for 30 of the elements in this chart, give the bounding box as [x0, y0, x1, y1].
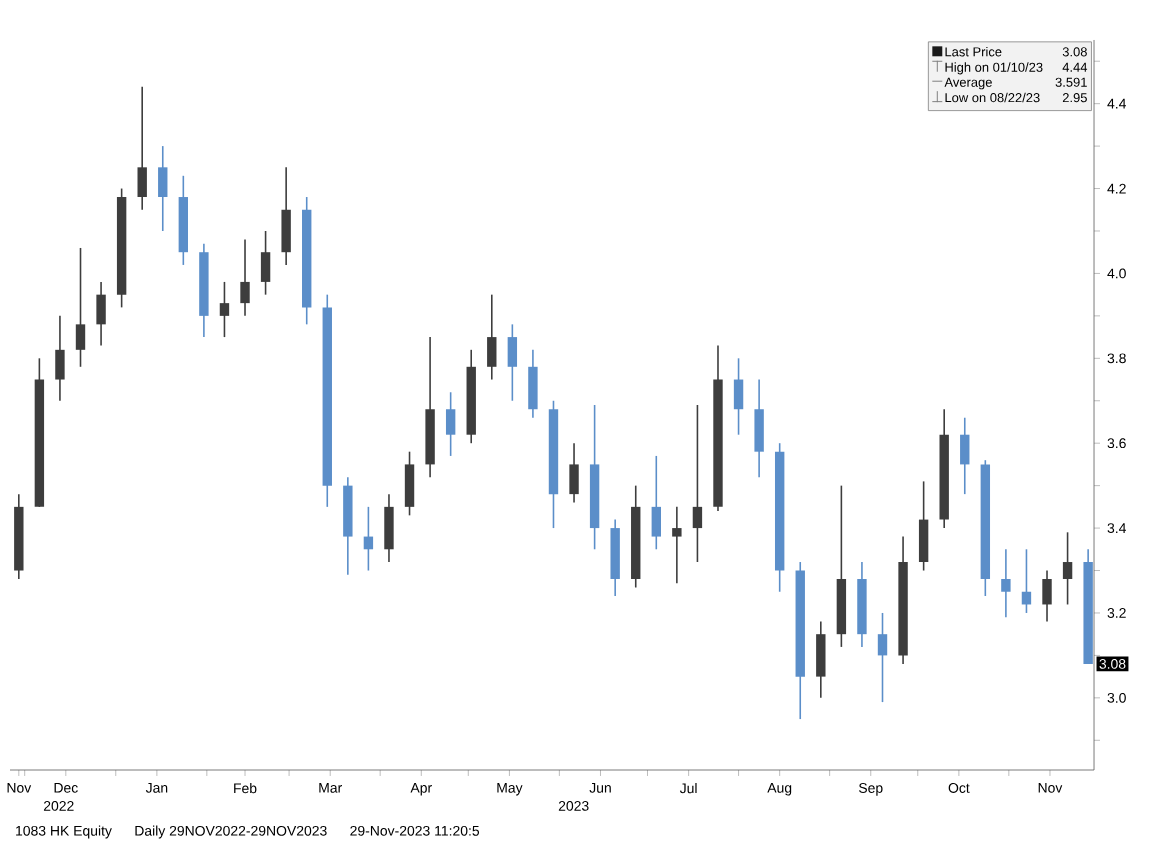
candlestick [960, 416, 970, 495]
candlestick [877, 612, 888, 703]
candlestick [445, 391, 456, 457]
candlestick [240, 238, 250, 317]
candlestick [672, 506, 682, 585]
candlestick [692, 404, 703, 563]
candlestick [96, 281, 106, 347]
candlestick [569, 442, 579, 504]
candlestick [363, 506, 374, 572]
candlestick [75, 247, 86, 368]
candlestick [528, 349, 538, 419]
candlestick [651, 455, 661, 551]
candlestick [487, 293, 497, 381]
candlestick [137, 85, 147, 211]
candlestick [404, 450, 415, 517]
candlestick [507, 323, 518, 402]
candlestick [918, 480, 929, 572]
candlestick [733, 357, 744, 436]
candlestick [1021, 548, 1032, 614]
candlestick [754, 378, 764, 478]
candlestick [384, 493, 394, 563]
candlestick [816, 620, 826, 699]
candlestick [281, 166, 291, 266]
candlestick [55, 315, 65, 402]
candlestick [1001, 548, 1011, 619]
candlestick [1042, 569, 1052, 623]
candlestick [158, 145, 168, 232]
candlestick [260, 230, 271, 296]
candlestick [219, 281, 230, 338]
candlestick [1062, 531, 1073, 606]
